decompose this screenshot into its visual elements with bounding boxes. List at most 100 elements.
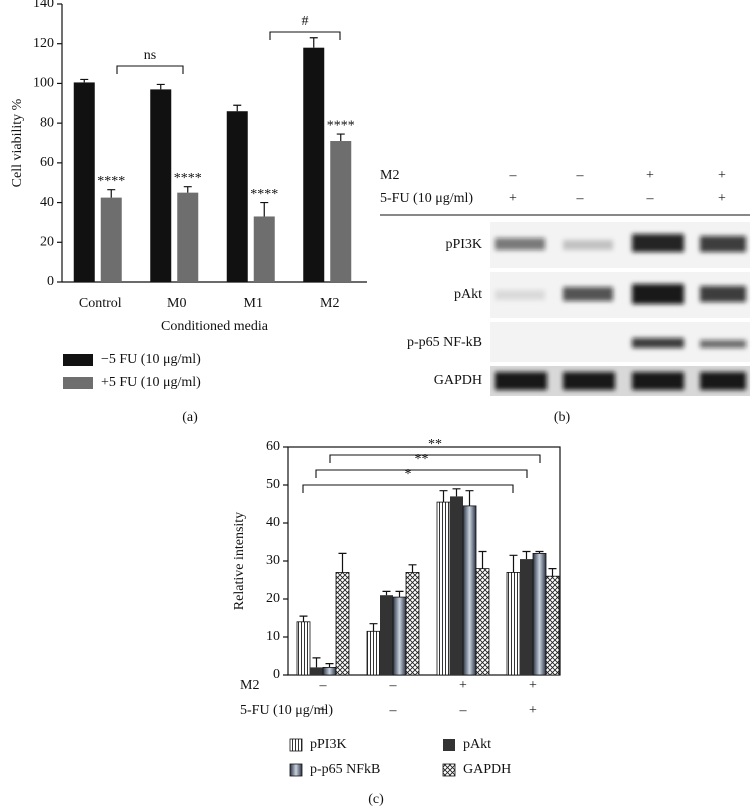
condition-sign: – [319, 678, 328, 693]
y-tick-label: 60 [40, 155, 54, 170]
x-axis-label: Conditioned media [161, 319, 269, 334]
band [632, 372, 684, 390]
y-tick-label: 50 [266, 477, 280, 492]
legend-label: GAPDH [463, 762, 511, 777]
error-bar [309, 37, 318, 48]
bracket-label: ns [144, 48, 156, 63]
band [632, 234, 684, 252]
condition-sign: – [576, 168, 585, 183]
bar [366, 630, 381, 676]
significance-bracket [302, 484, 514, 493]
legend-swatch [443, 739, 455, 751]
legend-swatch [63, 377, 93, 389]
bar [520, 559, 533, 675]
band [563, 372, 615, 390]
error-bar [338, 552, 347, 573]
bar [322, 667, 337, 676]
condition-label: M2 [240, 678, 259, 693]
error-bar [408, 564, 417, 573]
y-tick-label: 10 [266, 629, 280, 644]
error-bar [107, 189, 116, 198]
y-tick-label: 0 [47, 274, 54, 289]
condition-sign: – [509, 168, 518, 183]
y-tick-label: 40 [40, 195, 54, 210]
panel-label: (a) [182, 410, 198, 425]
bar [392, 596, 407, 676]
condition-sign: + [529, 703, 537, 718]
significance-bracket [315, 469, 528, 478]
y-tick-label: 100 [33, 76, 54, 91]
condition-sign: + [646, 168, 654, 183]
error-bar [325, 663, 334, 668]
panel-label: (b) [554, 410, 571, 425]
band [495, 238, 545, 250]
error-bar [156, 83, 165, 90]
x-tick-label: M1 [244, 296, 263, 311]
bar [330, 141, 352, 282]
x-tick-label: M2 [320, 296, 339, 311]
bar [380, 595, 393, 675]
error-bar [336, 133, 345, 142]
bar [436, 501, 451, 676]
band [563, 287, 613, 301]
bar [177, 192, 199, 282]
legend-swatch [63, 354, 93, 366]
x-tick-label: M0 [167, 296, 186, 311]
bar [226, 111, 248, 282]
significance-bracket [329, 454, 541, 463]
significance-bracket [269, 31, 341, 40]
error-bar [522, 550, 531, 560]
band [700, 340, 746, 348]
y-axis-label: Cell viability % [10, 98, 25, 187]
condition-label: 5-FU (10 μg/ml) [380, 191, 473, 206]
significance-bracket [116, 65, 184, 74]
legend-label: −5 FU (10 μg/ml) [101, 352, 201, 367]
error-bar [233, 104, 242, 112]
bar [450, 496, 463, 675]
error-bar [465, 490, 474, 506]
y-axis-label: Relative intensity [232, 512, 247, 610]
legend-swatch [442, 763, 456, 777]
blot-row-label: GAPDH [434, 373, 482, 388]
bar [310, 667, 323, 675]
bar [100, 197, 122, 282]
bar [475, 568, 490, 676]
bracket-label: # [302, 14, 309, 29]
bracket-label: ** [415, 452, 429, 467]
bar [506, 572, 521, 676]
band [632, 338, 684, 348]
y-tick-label: 20 [40, 235, 54, 250]
bar [253, 216, 275, 282]
condition-sign: – [389, 703, 398, 718]
error-bar [183, 186, 192, 193]
y-tick-label: 60 [266, 439, 280, 454]
condition-label: 5-FU (10 μg/ml) [240, 703, 333, 718]
y-tick-label: 30 [266, 553, 280, 568]
error-bar [369, 623, 378, 632]
y-tick-label: 0 [273, 667, 280, 682]
legend-swatch [289, 738, 303, 752]
bracket-label: ** [428, 437, 442, 452]
bracket-label: * [405, 467, 412, 482]
bar [73, 82, 95, 282]
error-bar [535, 550, 544, 554]
condition-sign: + [459, 678, 467, 693]
bar [303, 47, 325, 282]
band [563, 240, 613, 250]
error-bar [299, 615, 308, 622]
bar [532, 553, 547, 676]
y-tick-label: 120 [33, 36, 54, 51]
blot-row-label: p-p65 NF-kB [407, 335, 482, 350]
legend-swatch [289, 763, 303, 777]
significance-label: **** [97, 174, 125, 189]
legend-label: pAkt [463, 737, 491, 752]
legend-label: +5 FU (10 μg/ml) [101, 375, 201, 390]
condition-sign: + [718, 168, 726, 183]
bar [150, 89, 172, 282]
band [495, 372, 547, 390]
panel-label: (c) [368, 792, 384, 807]
y-tick-label: 40 [266, 515, 280, 530]
significance-label: **** [250, 187, 278, 202]
